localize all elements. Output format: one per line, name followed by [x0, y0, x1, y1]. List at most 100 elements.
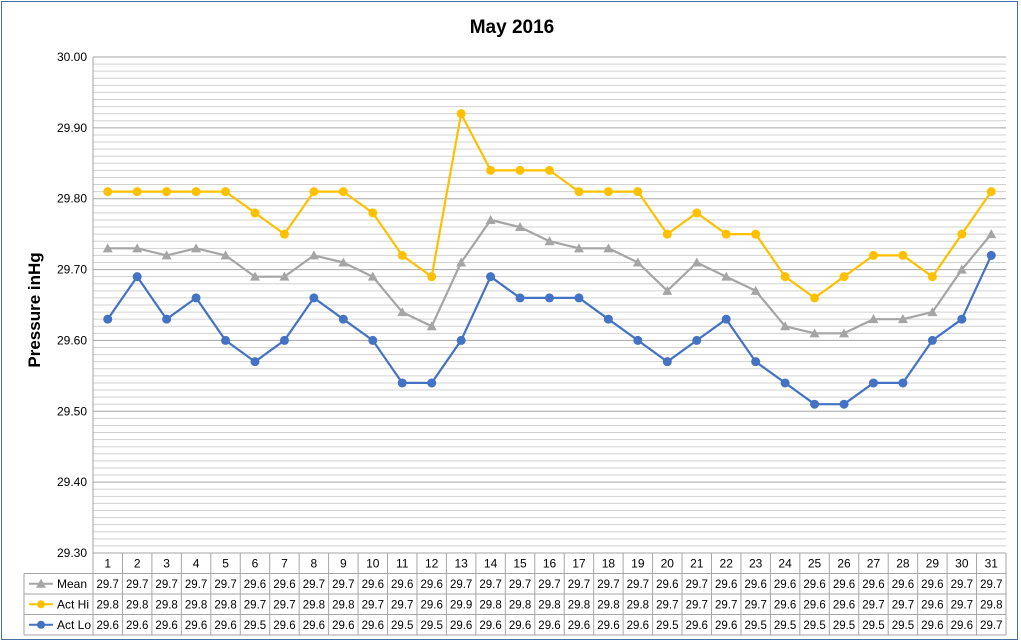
- table-cell: 29.7: [538, 579, 560, 591]
- data-point: [721, 271, 732, 281]
- data-point: [573, 243, 584, 253]
- table-cell: 29.7: [155, 579, 177, 591]
- table-cell: 29.6: [597, 620, 619, 632]
- data-point: [368, 208, 378, 218]
- table-cell: 29.6: [774, 599, 796, 611]
- x-tick-label: 18: [602, 557, 616, 571]
- table-cell: 29.6: [774, 579, 796, 591]
- x-tick-label: 12: [425, 557, 439, 571]
- table-cell: 29.7: [273, 599, 295, 611]
- data-point: [662, 285, 673, 295]
- table-cell: 29.6: [509, 620, 531, 632]
- data-point: [191, 243, 202, 253]
- table-cell: 29.7: [244, 599, 266, 611]
- table-cell: 29.6: [921, 599, 943, 611]
- data-point: [751, 357, 761, 367]
- data-point: [574, 293, 584, 303]
- y-tick-label: 29.50: [57, 404, 87, 418]
- table-cell: 29.8: [980, 599, 1002, 611]
- table-cell: 29.6: [538, 620, 560, 632]
- table-cell: 29.6: [97, 620, 119, 632]
- table-cell: 29.8: [185, 599, 207, 611]
- data-point: [780, 321, 791, 331]
- data-point: [486, 165, 496, 175]
- table-cell: 29.6: [391, 579, 413, 591]
- table-cell: 29.7: [980, 579, 1002, 591]
- data-point: [839, 272, 849, 282]
- x-tick-label: 20: [661, 557, 675, 571]
- series-line: [106, 254, 993, 406]
- data-point: [426, 321, 437, 331]
- table-cell: 29.6: [833, 599, 855, 611]
- data-point: [485, 214, 496, 224]
- data-point: [868, 250, 878, 260]
- data-point: [927, 272, 937, 282]
- data-point: [308, 250, 319, 260]
- y-tick-label: 29.60: [57, 333, 87, 347]
- x-tick-label: 27: [867, 557, 881, 571]
- data-point: [574, 187, 584, 197]
- table-cell: 29.6: [568, 620, 590, 632]
- data-point: [927, 335, 937, 345]
- legend-label: Mean: [57, 577, 87, 591]
- y-tick-label: 29.90: [57, 121, 87, 135]
- table-cell: 29.5: [244, 620, 266, 632]
- data-point: [191, 293, 201, 303]
- table-cell: 29.6: [627, 620, 649, 632]
- x-tick-label: 11: [396, 557, 409, 571]
- data-point: [161, 250, 172, 260]
- table-cell: 29.6: [420, 599, 442, 611]
- data-point: [868, 378, 878, 388]
- x-tick-label: 13: [454, 557, 468, 571]
- table-cell: 29.5: [420, 620, 442, 632]
- data-point: [839, 399, 849, 409]
- table-cell: 29.6: [803, 599, 825, 611]
- data-point: [221, 335, 231, 345]
- table-cell: 29.5: [862, 620, 884, 632]
- data-point: [397, 250, 407, 260]
- table-cell: 29.7: [980, 620, 1002, 632]
- table-cell: 29.6: [951, 620, 973, 632]
- table-cell: 29.6: [185, 620, 207, 632]
- data-point: [486, 272, 496, 282]
- data-point: [545, 165, 554, 175]
- data-point: [250, 357, 260, 367]
- table-cell: 29.7: [627, 579, 649, 591]
- data-point: [957, 314, 967, 324]
- x-tick-label: 25: [808, 557, 822, 571]
- data-point: [603, 187, 613, 197]
- data-point: [633, 335, 643, 345]
- y-tick-labels: 30.00 29.90 29.80 29.70 29.60 29.50 29.40 29.30: [57, 50, 87, 560]
- data-point: [103, 314, 113, 324]
- x-tick-label: 16: [543, 557, 557, 571]
- data-point: [898, 250, 908, 260]
- data-point: [249, 271, 260, 281]
- table-cell: 29.5: [656, 620, 678, 632]
- x-tick-label: 6: [252, 557, 259, 571]
- x-tick-label: 3: [163, 557, 170, 571]
- data-point: [279, 335, 289, 345]
- table-cell: 29.8: [214, 599, 236, 611]
- data-point: [721, 229, 731, 239]
- data-point: [515, 222, 526, 232]
- table-cell: 29.6: [362, 620, 384, 632]
- y-tick-label: 29.40: [57, 475, 87, 489]
- data-point: [338, 187, 348, 197]
- data-point: [102, 243, 113, 253]
- data-point: [780, 378, 790, 388]
- x-tick-label: 21: [690, 557, 704, 571]
- x-tick-label: 5: [222, 557, 229, 571]
- data-point: [309, 293, 319, 303]
- series-lines: [102, 109, 997, 409]
- data-point: [927, 307, 938, 317]
- data-point: [338, 257, 349, 267]
- data-point: [662, 229, 672, 239]
- table-cell: 29.5: [391, 620, 413, 632]
- data-point: [279, 271, 290, 281]
- data-point: [279, 229, 289, 239]
- y-tick-label: 30.00: [57, 50, 87, 64]
- table-cell: 29.6: [126, 620, 148, 632]
- table-cell: 29.7: [479, 579, 501, 591]
- table-cell: 29.6: [420, 579, 442, 591]
- data-point: [397, 378, 407, 388]
